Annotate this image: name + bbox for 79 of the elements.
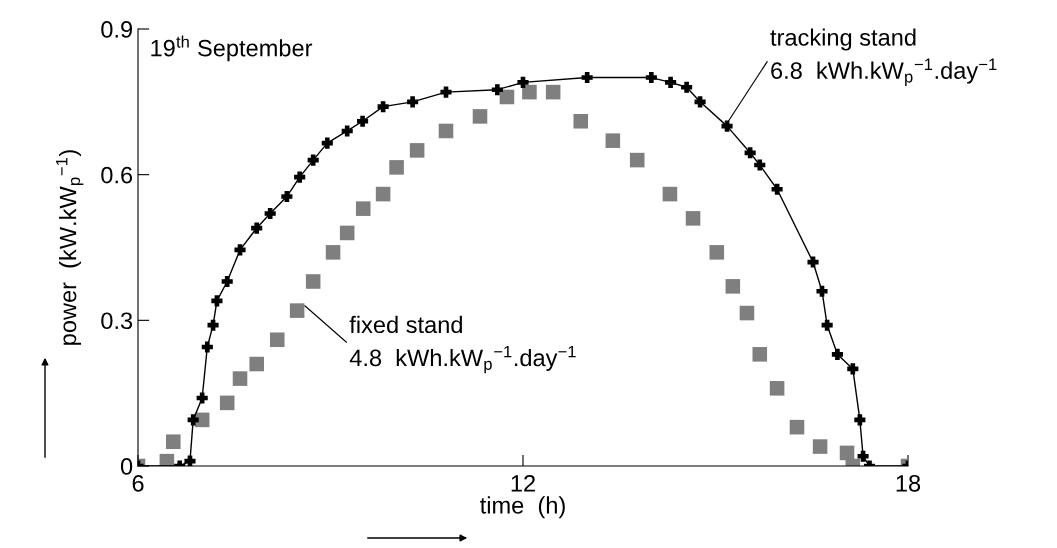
point <box>831 348 843 360</box>
point <box>499 89 515 105</box>
point <box>294 171 306 183</box>
point <box>769 381 785 396</box>
point <box>440 86 452 98</box>
point <box>752 347 768 362</box>
point <box>739 305 755 321</box>
point <box>694 96 706 108</box>
point <box>305 274 321 289</box>
point <box>771 183 783 195</box>
y-axis-title: power (kW.kW$_{p}$$^{−1}$) <box>56 150 84 345</box>
point <box>307 154 319 166</box>
point <box>807 256 819 268</box>
point <box>339 225 355 241</box>
point <box>377 101 389 113</box>
point <box>744 147 756 159</box>
point <box>522 84 537 100</box>
point <box>662 186 678 202</box>
point <box>389 160 404 175</box>
point <box>789 419 805 435</box>
y-tick-label: 0.6 <box>101 166 133 184</box>
point <box>269 332 285 348</box>
point <box>645 71 657 84</box>
annotation: tracking stand 6.8 kWh.kW$_{p}$$^{−1}$.day$^{−1}$ <box>770 28 997 86</box>
point <box>491 84 503 96</box>
point <box>721 120 733 132</box>
point <box>725 279 741 294</box>
point <box>234 244 246 256</box>
point <box>847 363 859 375</box>
y-tick-label: 0 <box>120 458 133 475</box>
point <box>629 152 645 168</box>
point <box>438 123 454 139</box>
point <box>325 245 341 260</box>
point <box>545 84 561 100</box>
x-axis-title: time (h) <box>480 496 565 519</box>
point <box>517 76 529 88</box>
point <box>251 222 263 234</box>
x-tick-label: 12 <box>511 474 535 492</box>
point <box>472 109 488 124</box>
point <box>207 319 219 331</box>
point <box>341 125 353 137</box>
x-tick-label: 6 <box>132 474 144 492</box>
point <box>709 245 725 260</box>
point <box>665 76 677 88</box>
point <box>355 201 371 216</box>
point <box>754 159 766 171</box>
annotation: 19$^{th}$ September <box>151 35 313 62</box>
point <box>281 190 293 203</box>
point <box>196 392 208 404</box>
point <box>249 356 264 372</box>
point <box>219 395 235 411</box>
x-tick-label: 18 <box>896 474 921 492</box>
point <box>289 303 305 318</box>
point <box>211 295 223 307</box>
point <box>605 133 621 148</box>
point <box>357 115 369 127</box>
point <box>821 319 833 331</box>
point <box>409 143 425 158</box>
annotation: fixed stand 4.8 kWh.kW$_{p}$$^{−1}$.day$^{−1}$ <box>349 315 576 374</box>
point <box>264 207 276 220</box>
point <box>166 434 181 450</box>
point <box>854 414 866 426</box>
point <box>681 81 693 93</box>
point <box>187 414 199 426</box>
point <box>581 71 593 84</box>
point <box>221 275 233 288</box>
point <box>573 113 589 129</box>
y-tick-label: 0.3 <box>101 312 133 330</box>
point <box>232 371 248 386</box>
point <box>857 450 869 462</box>
point <box>201 341 213 353</box>
point <box>375 186 391 202</box>
point <box>685 211 701 226</box>
point <box>184 455 196 466</box>
point <box>407 96 419 108</box>
point <box>812 439 828 454</box>
point <box>321 137 333 149</box>
y-tick-label: 0.9 <box>101 21 133 38</box>
point <box>816 285 828 297</box>
